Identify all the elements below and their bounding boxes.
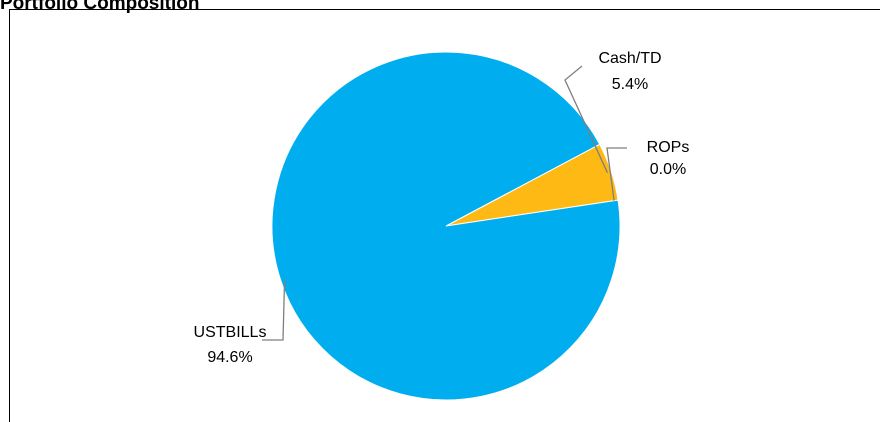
leader-lines [262,65,627,341]
ustbills-percent: 94.6% [207,349,252,366]
leader-line-cash-td [564,65,609,173]
cash-td-percent: 5.4% [612,76,648,93]
rops-label: ROPs [647,139,690,156]
leader-line-rops [606,147,627,201]
pie-slice-ustbills [271,51,621,401]
chart-frame [9,9,880,422]
chart-title: Portfolio Composition [0,0,200,14]
pie-slices [271,51,621,401]
rops-percent: 0.0% [650,161,686,178]
cash-td-label: Cash/TD [598,50,661,67]
leader-line-ustbills [262,279,286,341]
ustbills-label: USTBILLs [194,324,267,341]
